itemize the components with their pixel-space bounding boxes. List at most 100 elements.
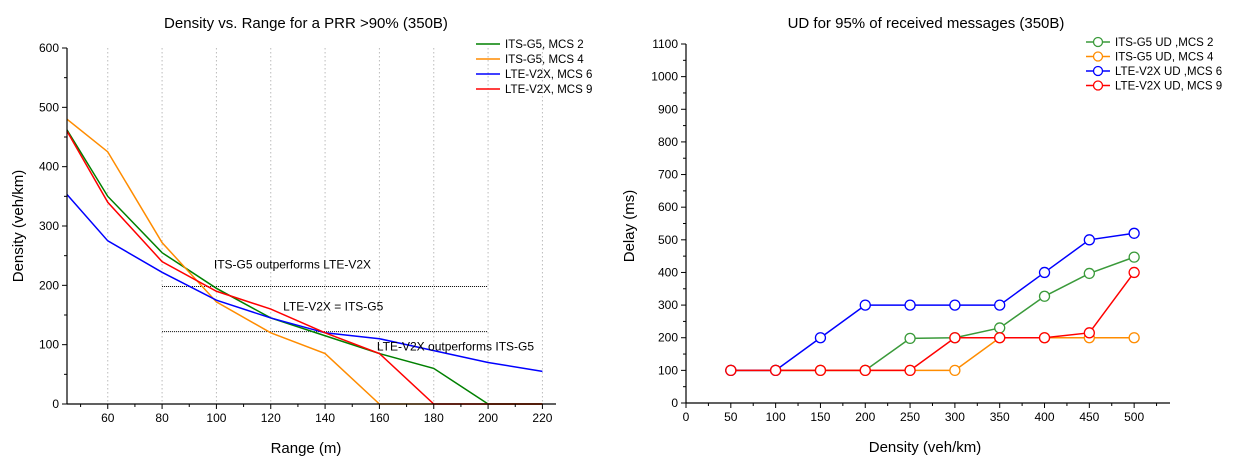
legend-label: LTE-V2X UD ,MCS 6 xyxy=(1115,66,1222,78)
y-tick-label: 500 xyxy=(39,100,59,114)
y-tick-label: 100 xyxy=(39,338,59,352)
y-tick-label: 0 xyxy=(52,397,59,411)
x-tick-label: 350 xyxy=(990,410,1010,424)
x-tick-label: 60 xyxy=(101,411,115,425)
chart-title: Density vs. Range for a PRR >90% (350B) xyxy=(164,15,448,32)
x-tick-label: 450 xyxy=(1079,410,1099,424)
reference-lines xyxy=(162,286,489,333)
density-vs-range-chart: Density vs. Range for a PRR >90% (350B) … xyxy=(10,15,592,457)
x-tick-label: 250 xyxy=(900,410,920,424)
legend: ITS-G5, MCS 2 ITS-G5, MCS 4 LTE-V2X, MCS 6… xyxy=(476,39,592,96)
data-point xyxy=(1083,327,1095,339)
axes xyxy=(681,43,1170,408)
data-point xyxy=(1083,267,1095,280)
data-point xyxy=(1038,290,1051,302)
legend-label: LTE-V2X, MCS 9 xyxy=(505,84,592,96)
y-tick-label: 500 xyxy=(658,233,678,247)
tick-labels: 0 50 100 150 200 250 300 350 400 450 500 0 100 200 300… xyxy=(651,37,1144,424)
x-tick-label: 80 xyxy=(155,411,169,425)
legend-label: ITS-G5 UD, MCS 4 xyxy=(1115,52,1214,64)
legend: ITS-G5 UD ,MCS 2 ITS-G5 UD, MCS 4 LTE-V2X … xyxy=(1086,36,1222,93)
series-line xyxy=(730,272,1135,372)
y-tick-label: 300 xyxy=(39,219,59,233)
x-axis-label: Density (veh/km) xyxy=(869,439,982,456)
x-tick-label: 180 xyxy=(424,411,444,425)
legend-label: ITS-G5, MCS 4 xyxy=(505,54,584,66)
legend-label: ITS-G5, MCS 2 xyxy=(505,39,584,51)
y-tick-label: 400 xyxy=(39,160,59,174)
data-point xyxy=(1128,227,1140,239)
data-point xyxy=(1038,332,1051,344)
tick-labels: 60 80 100 120 140 160 180 200 220 0 100 200 300 400 50… xyxy=(39,41,553,425)
data-point xyxy=(949,299,961,311)
annotation-text: ITS-G5 outperforms LTE-V2X xyxy=(214,258,371,272)
y-tick-label: 300 xyxy=(658,298,678,312)
x-tick-label: 50 xyxy=(724,410,738,424)
data-point xyxy=(994,332,1006,344)
y-tick-label: 1100 xyxy=(652,37,678,51)
legend-marker xyxy=(1092,65,1104,77)
data-point xyxy=(994,299,1006,311)
annotation-text: LTE-V2X outperforms ITS-G5 xyxy=(377,340,534,354)
data-point xyxy=(949,364,961,377)
legend-marker xyxy=(1092,36,1104,48)
x-tick-label: 200 xyxy=(478,411,498,425)
y-tick-label: 900 xyxy=(658,102,678,116)
x-tick-label: 220 xyxy=(532,411,552,425)
legend-marker xyxy=(1092,80,1104,91)
x-tick-label: 300 xyxy=(945,410,965,424)
grid xyxy=(107,48,543,404)
annotations: ITS-G5 outperforms LTE-V2X LTE-V2X = ITS-… xyxy=(214,258,534,354)
x-tick-label: 150 xyxy=(810,410,830,424)
series-line xyxy=(730,232,1135,372)
data-point xyxy=(769,364,782,377)
data-point xyxy=(725,364,737,377)
data-point xyxy=(1128,251,1140,263)
series-lines xyxy=(725,227,1140,377)
y-tick-label: 700 xyxy=(658,168,678,182)
legend-label: LTE-V2X, MCS 6 xyxy=(505,69,592,81)
data-point xyxy=(859,364,871,377)
x-tick-label: 100 xyxy=(766,410,786,424)
y-tick-label: 200 xyxy=(39,278,59,292)
data-point xyxy=(904,332,916,345)
data-point xyxy=(949,332,961,344)
x-tick-label: 160 xyxy=(369,411,389,425)
data-point xyxy=(1128,266,1140,279)
x-tick-label: 0 xyxy=(683,410,690,424)
delay-vs-density-chart: UD for 95% of received messages (350B) 0… xyxy=(621,15,1222,456)
data-point xyxy=(1038,266,1051,279)
y-axis-label: Delay (ms) xyxy=(621,190,638,263)
x-axis-label: Range (m) xyxy=(271,440,342,457)
y-tick-label: 100 xyxy=(658,363,678,377)
x-tick-label: 120 xyxy=(261,411,281,425)
data-point xyxy=(814,332,827,344)
y-tick-label: 400 xyxy=(658,265,678,279)
data-point xyxy=(814,364,827,377)
data-point xyxy=(859,299,871,311)
y-tick-label: 800 xyxy=(658,135,678,149)
data-point xyxy=(904,299,916,311)
legend-marker xyxy=(1092,51,1104,62)
y-tick-label: 0 xyxy=(671,396,678,410)
legend-label: ITS-G5 UD ,MCS 2 xyxy=(1115,37,1213,49)
y-tick-label: 1000 xyxy=(651,70,678,84)
legend-label: LTE-V2X UD, MCS 9 xyxy=(1115,81,1222,93)
axes xyxy=(62,47,556,409)
data-point xyxy=(1083,234,1095,246)
x-tick-label: 400 xyxy=(1035,410,1055,424)
data-point xyxy=(994,322,1006,334)
chart-title: UD for 95% of received messages (350B) xyxy=(788,15,1065,32)
x-tick-label: 500 xyxy=(1124,410,1144,424)
annotation-text: LTE-V2X = ITS-G5 xyxy=(283,299,383,313)
x-tick-label: 100 xyxy=(206,411,226,425)
y-tick-label: 200 xyxy=(658,331,678,345)
series-line xyxy=(66,194,543,373)
data-point xyxy=(1128,332,1140,344)
x-tick-label: 140 xyxy=(315,411,335,425)
series-line xyxy=(66,129,543,405)
x-tick-label: 200 xyxy=(855,410,875,424)
data-point xyxy=(904,364,916,377)
y-tick-label: 600 xyxy=(658,200,678,214)
